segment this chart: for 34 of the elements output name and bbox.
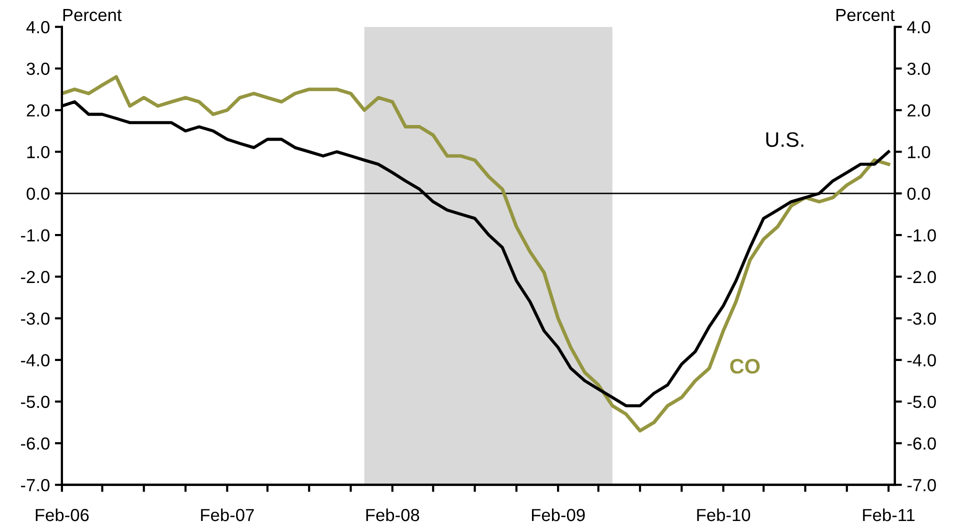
y-tick-label: -4.0 <box>20 354 50 366</box>
y-tick-label: 1.0 <box>27 146 50 158</box>
y-tick-label: -1.0 <box>20 229 50 242</box>
y-tick-label: -7.0 <box>20 479 50 492</box>
y-tick-label: 0.0 <box>26 188 50 200</box>
y2-tick-label: 0.0 <box>907 188 930 200</box>
x-tick-label: Feb-10 <box>697 508 750 522</box>
x-tick-label: Feb-06 <box>36 508 89 522</box>
y2-tick-label: -3.0 <box>907 312 936 325</box>
y-tick-label: -2.0 <box>20 270 50 284</box>
x-tick-label: Feb-07 <box>201 508 254 522</box>
y2-axis-title: Percent <box>836 9 895 22</box>
x-tick-label: Feb-09 <box>532 508 585 522</box>
y2-tick-label: -2.0 <box>907 270 936 284</box>
y2-tick-label: 1.0 <box>908 146 930 158</box>
x-tick-label: Feb-08 <box>366 508 420 522</box>
y2-tick-label: 2.0 <box>908 104 930 117</box>
y-axis-title: Percent <box>63 9 122 22</box>
text: U.S. <box>766 132 804 147</box>
y2-tick-label: 4.0 <box>907 21 930 34</box>
y-tick-label: -3.0 <box>20 312 50 325</box>
y-tick-label: 4.0 <box>26 21 50 34</box>
series-label: CO <box>730 358 760 374</box>
y2-tick-label: -1.0 <box>907 229 936 242</box>
y-tick-label: -5.0 <box>20 396 50 408</box>
y-tick-label: 2.0 <box>26 104 50 117</box>
y2-tick-label: -4.0 <box>907 354 936 366</box>
y2-tick-label: 3.0 <box>907 62 930 75</box>
y-tick-label: 3.0 <box>26 62 50 75</box>
x-tick-label: Feb-11 <box>863 508 915 522</box>
y2-tick-label: -6.0 <box>907 437 936 450</box>
y2-tick-label: -7.0 <box>907 479 936 492</box>
y-tick-label: -6.0 <box>20 437 50 450</box>
y2-tick-label: -5.0 <box>907 396 936 408</box>
